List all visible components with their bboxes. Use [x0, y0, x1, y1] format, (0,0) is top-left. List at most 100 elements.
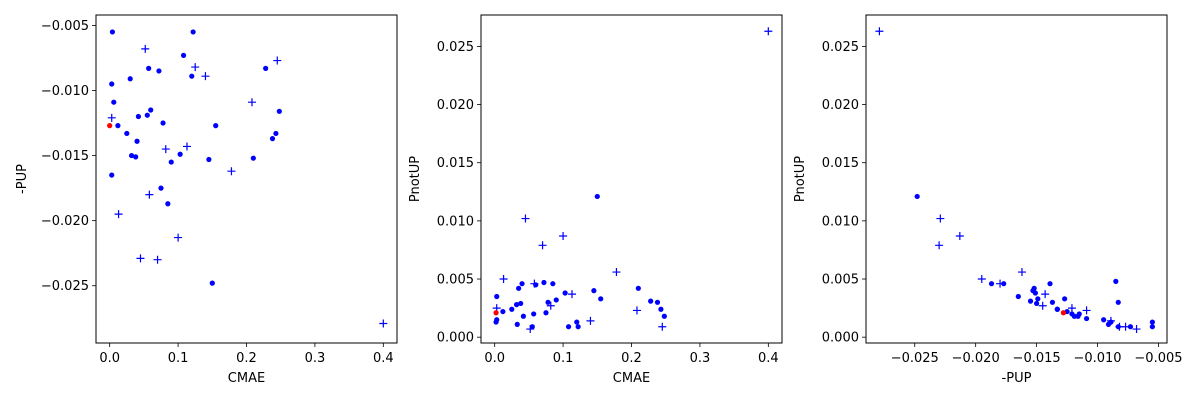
plus-marker — [153, 255, 162, 264]
dot-marker — [168, 159, 174, 165]
dot-marker — [1101, 317, 1107, 323]
dot-marker — [1015, 293, 1021, 300]
plus-marker — [114, 210, 123, 219]
dot-marker — [128, 152, 135, 159]
plus-marker — [182, 142, 191, 151]
dot-marker — [516, 285, 522, 291]
y-tick-label: 0.025 — [437, 40, 474, 55]
x-tick-label: 0.0 — [99, 351, 120, 366]
dot-marker — [206, 156, 212, 163]
plus-marker — [141, 44, 150, 53]
dot-marker — [134, 138, 140, 144]
x-tick-label: 0.4 — [758, 351, 779, 366]
plus-marker — [136, 254, 145, 263]
dot-marker — [1049, 299, 1056, 305]
y-tick-label: 0.000 — [437, 331, 474, 346]
x-tick-label: 0.0 — [484, 351, 505, 366]
plus-marker — [996, 279, 1005, 288]
y-axis-label: -PUP — [15, 164, 30, 194]
highlight-point — [1060, 310, 1067, 316]
y-axis-label: PnotUP — [793, 156, 808, 202]
dot-marker — [1027, 298, 1034, 304]
x-tick-label: 0.3 — [690, 351, 711, 366]
x-tick-label: 0.1 — [168, 351, 189, 366]
dot-marker — [519, 281, 525, 287]
plus-marker — [247, 98, 256, 107]
dot-marker — [263, 65, 269, 71]
dot-marker — [598, 296, 604, 302]
x-tick-label: 0.4 — [373, 351, 394, 366]
plus-marker — [955, 231, 964, 240]
dot-marker — [654, 299, 661, 305]
plus-marker — [201, 72, 210, 81]
dot-marker — [1149, 324, 1155, 330]
dot-marker — [550, 281, 556, 287]
dot-marker — [158, 185, 164, 191]
dot-marker — [144, 112, 150, 118]
plus-marker — [1041, 290, 1050, 299]
dot-marker — [156, 68, 162, 74]
dot-marker — [494, 317, 500, 323]
dot-marker — [513, 302, 520, 308]
dot-marker — [180, 52, 187, 58]
x-axis-label: -PUP — [1002, 371, 1032, 386]
dot-marker — [250, 155, 256, 161]
subplot-pup-vs-pnotup: −0.025 −0.020 −0.015 −0.010 −0.005 0.000 0.005… — [793, 14, 1183, 386]
plus-marker — [530, 279, 539, 288]
plus-marker — [161, 145, 170, 154]
dot-marker — [111, 99, 117, 105]
dot-marker — [514, 321, 520, 327]
plus-marker — [1106, 316, 1115, 325]
plus-marker — [538, 241, 547, 250]
plus-marker — [546, 301, 555, 310]
x-tick-label: −0.010 — [1073, 351, 1121, 366]
dot-marker — [1032, 290, 1038, 296]
x-tick-label: 0.1 — [553, 351, 574, 366]
dot-marker — [518, 300, 524, 307]
y-tick-label: 0.015 — [437, 156, 474, 171]
x-tick-label: 0.2 — [236, 351, 257, 366]
dot-marker — [189, 73, 195, 79]
dot-marker — [658, 306, 664, 312]
plus-marker — [174, 233, 183, 242]
plus-marker — [632, 306, 641, 315]
plus-marker — [1082, 306, 1091, 315]
x-tick-label: 0.3 — [305, 351, 326, 366]
dot-marker — [1047, 281, 1053, 287]
plot-frame — [480, 14, 783, 344]
y-tick-label: −0.025 — [41, 279, 89, 294]
dot-marker — [1127, 324, 1134, 330]
plus-marker — [379, 319, 388, 328]
dot-marker — [562, 290, 568, 296]
dot-marker — [109, 81, 115, 87]
dot-marker — [575, 324, 581, 330]
plus-marker — [145, 190, 154, 199]
dot-marker — [160, 120, 166, 126]
dot-marker — [190, 29, 196, 35]
dot-marker — [133, 154, 139, 160]
dot-marker — [988, 281, 995, 287]
dot-marker — [1113, 278, 1119, 284]
dot-marker — [115, 123, 121, 129]
dot-marker — [1076, 311, 1082, 317]
plus-marker — [612, 268, 621, 277]
dot-marker — [543, 310, 549, 316]
plus-marker — [764, 27, 773, 36]
dot-marker — [1031, 285, 1037, 291]
dot-marker — [146, 65, 152, 71]
plus-marker — [107, 113, 116, 122]
dot-marker — [109, 29, 116, 35]
highlight-point — [493, 310, 499, 316]
y-tick-label: 0.005 — [437, 273, 474, 288]
dot-marker — [635, 285, 641, 291]
dot-marker — [574, 319, 580, 325]
plus-marker — [875, 27, 884, 36]
dot-marker — [494, 293, 500, 300]
plus-marker — [935, 241, 944, 250]
dot-marker — [661, 313, 667, 319]
plus-marker — [1038, 301, 1047, 310]
dot-marker — [565, 324, 572, 330]
dot-marker — [165, 201, 171, 207]
dot-marker — [213, 123, 219, 129]
y-tick-label: −0.005 — [41, 19, 89, 34]
